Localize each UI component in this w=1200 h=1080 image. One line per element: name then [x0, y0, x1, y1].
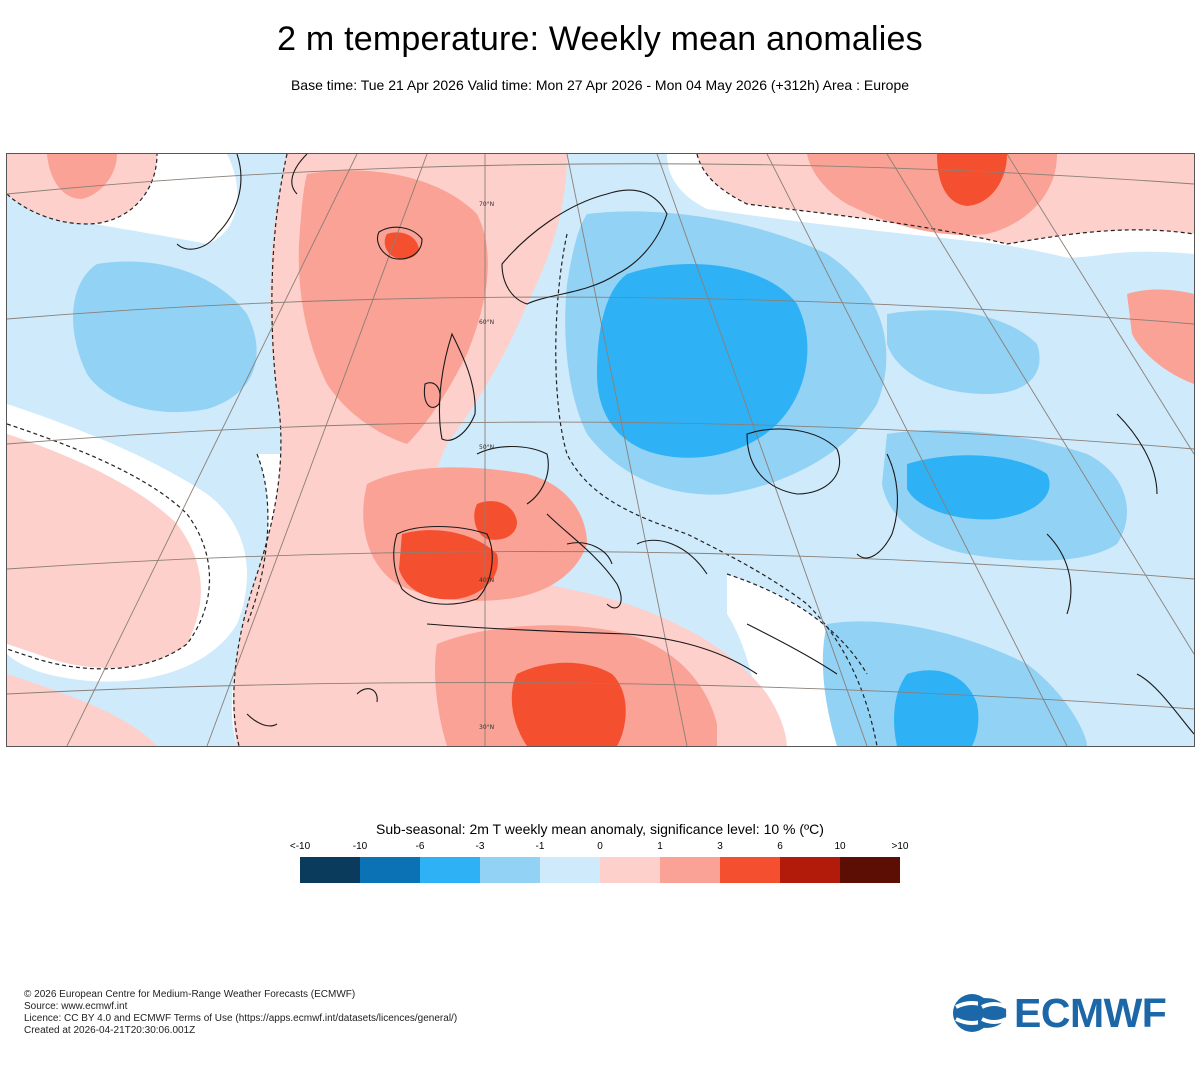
- page-title: 2 m temperature: Weekly mean anomalies: [277, 20, 923, 58]
- latitude-label-70n: 70°N: [479, 201, 494, 208]
- latitude-label-60n: 60°N: [479, 319, 494, 326]
- region-strong-blue-kazakhstan: [907, 455, 1050, 520]
- footer-copyright: © 2026 European Centre for Medium-Range …: [24, 989, 356, 1000]
- region-strong-red-iberia: [399, 530, 498, 600]
- region-pale-red-west-atlantic: [7, 434, 201, 668]
- legend-label: 3: [717, 841, 723, 852]
- legend-swatch-4: [540, 857, 600, 883]
- legend-swatch-8: [780, 857, 840, 883]
- legend-label: 10: [834, 841, 846, 852]
- region-red-siberia-north: [1127, 289, 1194, 384]
- region-strong-red-sahara: [511, 662, 626, 746]
- region-strong-blue-russia: [597, 264, 808, 458]
- legend-label: -6: [415, 841, 425, 852]
- region-blue-atlantic-west: [73, 261, 257, 413]
- legend-colorbar: [300, 857, 900, 883]
- significance-contours: [7, 154, 1194, 746]
- legend-label: 1: [657, 841, 663, 852]
- anomaly-map[interactable]: 70°N 60°N 50°N 40°N 30°N: [6, 153, 1195, 747]
- legend-swatch-2: [420, 857, 480, 883]
- region-strong-blue-arabia: [894, 670, 979, 746]
- footer-source: Source: www.ecmwf.int: [24, 1001, 128, 1012]
- legend-label: >10: [891, 841, 909, 852]
- latitude-label-50n: 50°N: [479, 444, 494, 451]
- legend-swatch-1: [360, 857, 420, 883]
- latitude-label-30n: 30°N: [479, 724, 494, 731]
- legend-swatch-0: [300, 857, 360, 883]
- ecmwf-emblem-icon: [953, 994, 1007, 1032]
- region-strong-red-iceland: [384, 232, 419, 260]
- region-strong-red-arctic: [937, 154, 1007, 206]
- legend-label: <-10: [289, 841, 311, 852]
- page-subtitle: Base time: Tue 21 Apr 2026 Valid time: M…: [290, 77, 910, 93]
- legend-label: 0: [597, 841, 603, 852]
- legend-swatch-3: [480, 857, 540, 883]
- legend-label: -1: [535, 841, 545, 852]
- legend-swatch-5: [600, 857, 660, 883]
- latitude-label-40n: 40°N: [479, 577, 494, 584]
- legend-title: Sub-seasonal: 2m T weekly mean anomaly, …: [376, 821, 824, 837]
- legend-label: -3: [475, 841, 485, 852]
- region-red-iceland-atlantic: [298, 170, 488, 445]
- graticule: [7, 154, 1194, 746]
- legend-label: 6: [777, 841, 783, 852]
- ecmwf-logo-text: ECMWF: [1014, 989, 1167, 1036]
- legend-labels: <-10 -10 -6 -3 -1 0 1 3 6 10 >10: [290, 841, 909, 855]
- footer-credits: © 2026 European Centre for Medium-Range …: [24, 989, 457, 1037]
- coastlines: [176, 154, 1194, 735]
- region-red-greenland-west: [47, 154, 117, 199]
- footer-created: Created at 2026-04-21T20:30:06.001Z: [24, 1025, 196, 1036]
- legend-swatch-9: [840, 857, 900, 883]
- ecmwf-logo[interactable]: ECMWF: [952, 990, 1182, 1036]
- legend-swatch-6: [660, 857, 720, 883]
- region-blue-siberia: [887, 310, 1040, 394]
- footer-licence: Licence: CC BY 4.0 and ECMWF Terms of Us…: [24, 1013, 458, 1024]
- legend-swatch-7: [720, 857, 780, 883]
- legend-label: -10: [352, 841, 368, 852]
